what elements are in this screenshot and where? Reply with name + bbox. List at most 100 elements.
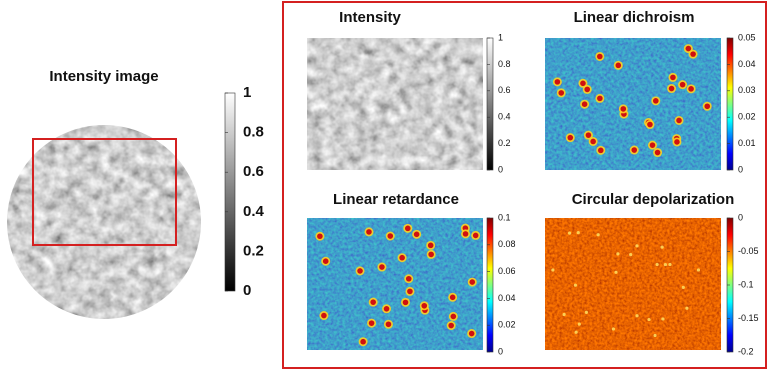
hotspot	[615, 62, 622, 69]
hotspot	[399, 254, 405, 261]
colorbar-tick-label: 0.01	[738, 138, 756, 148]
hotspot	[317, 233, 323, 240]
hotspot	[696, 268, 701, 272]
colorbar-tick-label: 0.4	[243, 203, 265, 220]
hotspot	[668, 85, 675, 92]
hotspot	[321, 312, 327, 319]
panel-image	[545, 218, 721, 350]
hotspot	[584, 86, 591, 93]
hotspot	[647, 121, 653, 128]
hotspot	[573, 283, 578, 287]
panel-title: Linear dichroism	[574, 9, 695, 26]
hotspot	[387, 233, 394, 239]
intensity-image-circle	[7, 125, 201, 319]
image-title: Intensity image	[49, 68, 158, 85]
panel-image	[307, 218, 483, 350]
hotspot	[428, 251, 434, 258]
colorbar-tick-label: 1	[498, 32, 503, 42]
hotspot	[407, 288, 413, 295]
hotspot	[554, 79, 561, 85]
colorbar-tick-label: 0	[243, 282, 251, 299]
hotspot	[366, 229, 372, 235]
colorbar-tick-label: 0.02	[498, 320, 516, 330]
hotspot	[360, 338, 366, 345]
colorbar-tick-label: 0	[738, 164, 743, 174]
colorbar	[486, 217, 494, 353]
colorbar-tick-label: 0.02	[738, 112, 756, 122]
colorbar-tick-label: 0.8	[243, 124, 264, 141]
hotspot	[450, 313, 457, 320]
hotspot	[405, 275, 412, 282]
hotspot	[631, 147, 638, 153]
hotspot	[370, 299, 376, 305]
hotspot	[580, 80, 586, 87]
hotspot	[574, 330, 578, 334]
hotspot	[468, 330, 475, 337]
hotspot	[654, 149, 661, 156]
panel-image	[307, 38, 483, 170]
panel-frame	[282, 1, 767, 369]
panel-title: Linear retardance	[333, 191, 459, 208]
colorbar-tick-label: 0.2	[243, 242, 264, 259]
hotspot	[385, 321, 392, 328]
colorbar-tick-label: -0.2	[738, 346, 754, 356]
hotspot	[379, 264, 385, 270]
hotspot	[462, 231, 469, 237]
hotspot	[597, 53, 603, 60]
colorbar-tick-label: 0.4	[498, 112, 511, 122]
hotspot	[663, 262, 668, 267]
hotspot	[448, 322, 454, 329]
hotspot	[653, 333, 657, 338]
hotspot	[577, 322, 581, 326]
hotspot	[562, 312, 566, 317]
hotspot	[421, 302, 428, 309]
hotspot	[558, 90, 565, 96]
colorbar-tick-label: 0	[498, 346, 503, 356]
colorbar-tick-label: 0.04	[498, 293, 516, 303]
hotspot	[567, 134, 574, 141]
hotspot	[620, 106, 627, 112]
colorbar-tick-label: 0.8	[498, 59, 511, 69]
colorbar-tick-label: 0.6	[243, 163, 264, 180]
colorbar-tick-label: 0.06	[498, 266, 516, 276]
colorbar	[726, 37, 734, 171]
colorbar-tick-label: 0.6	[498, 85, 511, 95]
hotspot	[688, 86, 694, 92]
colorbar-tick-label: 0.05	[738, 32, 756, 42]
hotspot	[472, 232, 479, 239]
hotspot	[357, 268, 363, 274]
hotspot	[576, 231, 580, 235]
hotspot	[402, 299, 409, 306]
panel-title: Circular depolarization	[572, 191, 735, 208]
hotspot	[427, 242, 434, 249]
hotspot	[368, 320, 375, 326]
hotspot	[469, 279, 476, 285]
hotspot	[647, 317, 651, 322]
hotspot	[690, 51, 696, 57]
hotspot	[670, 74, 676, 81]
hotspot	[404, 225, 411, 232]
hotspot	[413, 231, 420, 238]
hotspot	[635, 314, 639, 318]
hotspot	[679, 81, 686, 88]
hotspot	[629, 252, 633, 257]
colorbar-tick-label: -0.05	[738, 246, 759, 256]
hotspot	[704, 103, 711, 110]
panel-title: Intensity	[339, 9, 401, 26]
hotspot	[652, 98, 659, 104]
hotspot	[449, 294, 456, 301]
colorbar-tick-label: 0	[738, 212, 743, 222]
hotspot	[614, 270, 618, 274]
hotspot	[584, 310, 588, 314]
colorbar-tick-label: 0.03	[738, 85, 756, 95]
hotspot	[616, 252, 620, 256]
hotspot	[322, 258, 329, 264]
hotspot	[597, 147, 604, 154]
roi-box	[32, 138, 177, 246]
hotspot	[551, 268, 555, 272]
hotspot	[585, 132, 592, 138]
colorbar-tick-label: 0.1	[498, 212, 511, 222]
hotspot	[681, 285, 685, 289]
hotspot	[590, 138, 596, 145]
